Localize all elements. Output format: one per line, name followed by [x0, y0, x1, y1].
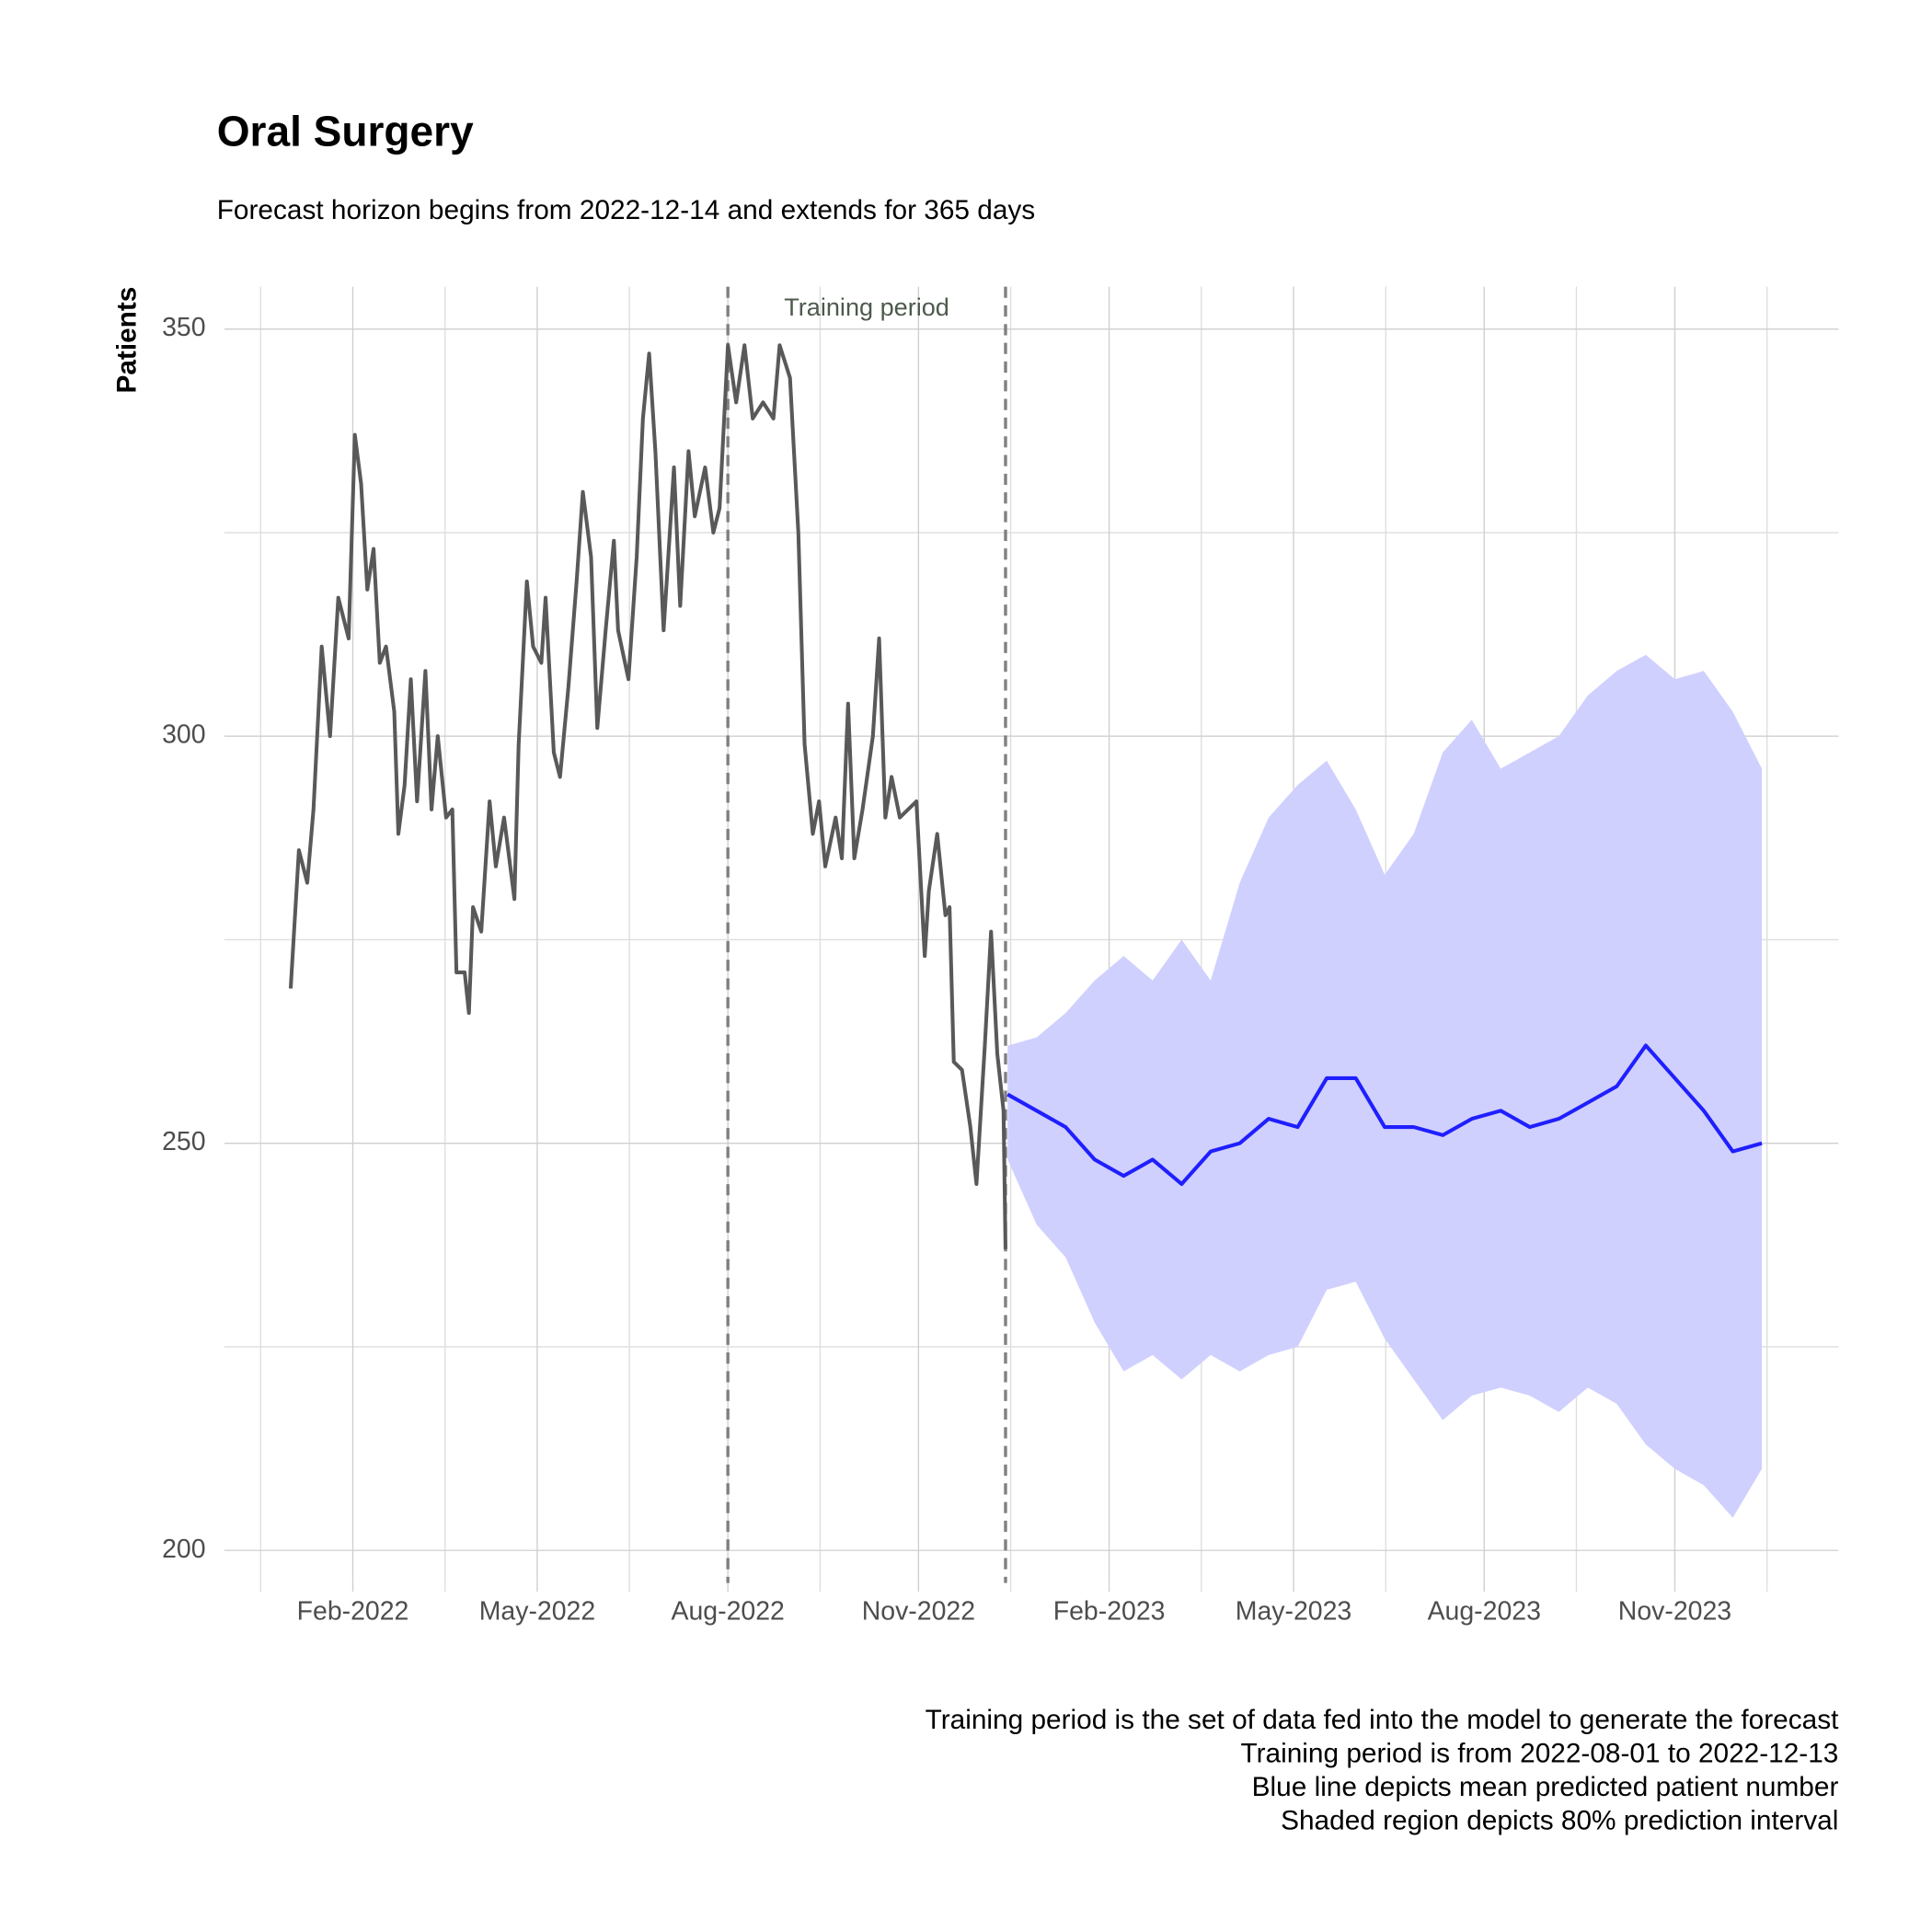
- x-tick-label: Feb-2023: [1053, 1597, 1166, 1627]
- plot-area: [288, 286, 1763, 1583]
- x-tick-label: Aug-2022: [672, 1597, 785, 1627]
- chart-title: Oral Surgery: [217, 107, 474, 155]
- annotation: Training period: [784, 293, 949, 321]
- x-tick-label: May-2022: [479, 1597, 595, 1627]
- series-line: [288, 343, 1007, 1249]
- caption-line: Shaded region depicts 80% prediction int…: [1281, 1806, 1838, 1836]
- x-tick-label: Nov-2022: [862, 1597, 975, 1627]
- x-tick-label: Aug-2023: [1428, 1597, 1541, 1627]
- y-tick-label: 200: [162, 1535, 205, 1564]
- caption-line: Blue line depicts mean predicted patient…: [1252, 1772, 1839, 1802]
- x-tick-label: May-2023: [1236, 1597, 1351, 1627]
- series-line: [1006, 1043, 1763, 1186]
- caption-line: Training period is from 2022-08-01 to 20…: [1241, 1738, 1839, 1768]
- y-axis-label: Patients: [111, 287, 142, 394]
- x-tick-label: Feb-2022: [297, 1597, 409, 1627]
- y-tick-label: 350: [162, 313, 205, 342]
- x-tick-label: Nov-2023: [1618, 1597, 1731, 1627]
- prediction-band: [1007, 654, 1763, 1518]
- y-tick-label: 250: [162, 1127, 205, 1156]
- caption-line: Training period is the set of data fed i…: [926, 1705, 1839, 1735]
- chart-subtitle: Forecast horizon begins from 2022-12-14 …: [217, 195, 1035, 225]
- y-tick-label: 300: [162, 720, 205, 750]
